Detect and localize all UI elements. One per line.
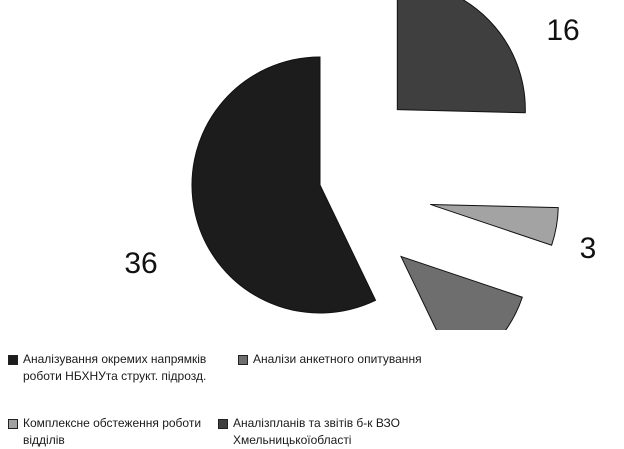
legend-swatch-2: [238, 355, 248, 365]
legend-label-2: Аналізи анкетного опитування: [253, 352, 422, 366]
legend-swatch-4: [218, 419, 228, 429]
data-label-4: 16: [546, 14, 579, 47]
pie-slice-2: [400, 255, 523, 330]
pie-slice-4: [396, 0, 526, 114]
legend-swatch-3: [8, 419, 18, 429]
data-label-3: 3: [580, 232, 597, 265]
pie-slice-1: [191, 56, 377, 314]
pie-chart: 368316: [124, 0, 597, 330]
data-label-1: 36: [124, 247, 157, 280]
legend-item-3: Комплексне обстеження роботи відділів: [8, 415, 201, 449]
legend-label-4: Аналізпланів та звітів б-к ВЗО Хмельниць…: [233, 416, 400, 447]
legend-label-3: Комплексне обстеження роботи відділів: [23, 416, 202, 447]
legend-item-4: Аналізпланів та звітів б-к ВЗО Хмельниць…: [218, 415, 400, 449]
legend-item-2: Аналізи анкетного опитування: [238, 351, 422, 368]
legend-label-1: Аналізування окремих напрямків роботи НБ…: [23, 352, 207, 383]
legend-swatch-1: [8, 355, 18, 365]
pie-data-labels: 368316: [124, 14, 597, 280]
pie-slices: [191, 0, 559, 330]
legend-item-1: Аналізування окремих напрямків роботи НБ…: [8, 351, 206, 385]
pie-slice-3: [430, 203, 559, 246]
